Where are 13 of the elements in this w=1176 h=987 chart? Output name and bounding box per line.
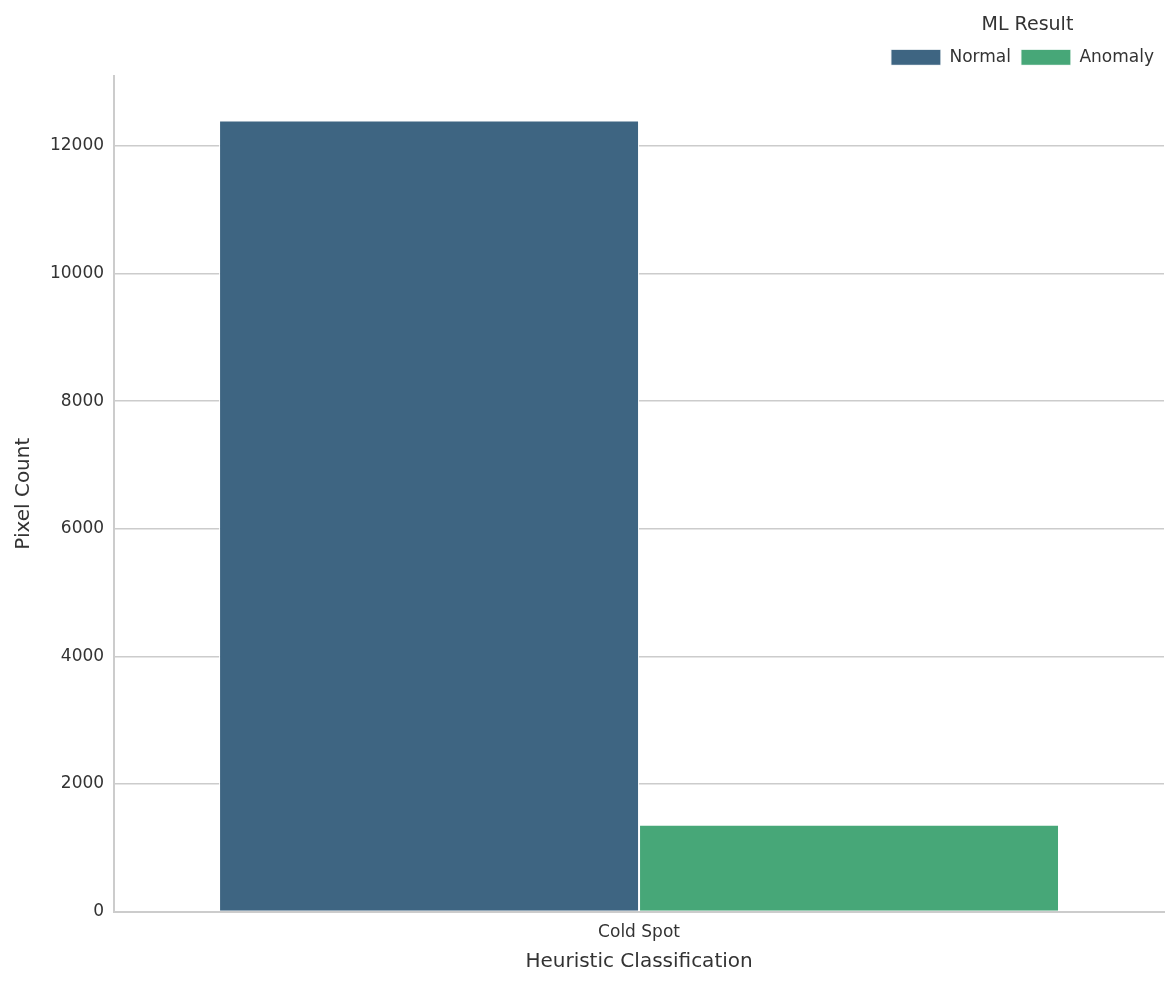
x-tick-label: Cold Spot — [598, 921, 681, 942]
y-axis-title: Pixel Count — [10, 437, 35, 550]
y-tick-label: 8000 — [60, 389, 105, 410]
y-tick-label: 0 — [93, 900, 105, 921]
y-tick-label: 4000 — [60, 644, 105, 665]
legend-label: Normal — [949, 45, 1011, 66]
y-tick-label: 12000 — [49, 134, 105, 155]
legend-title: ML Result — [981, 12, 1074, 35]
y-tick-label: 6000 — [60, 517, 105, 538]
x-axis-title: Heuristic Classification — [525, 948, 753, 973]
y-tick-label: 10000 — [49, 262, 105, 283]
legend-label: Anomaly — [1079, 45, 1155, 66]
y-tick-label: 2000 — [60, 772, 105, 793]
